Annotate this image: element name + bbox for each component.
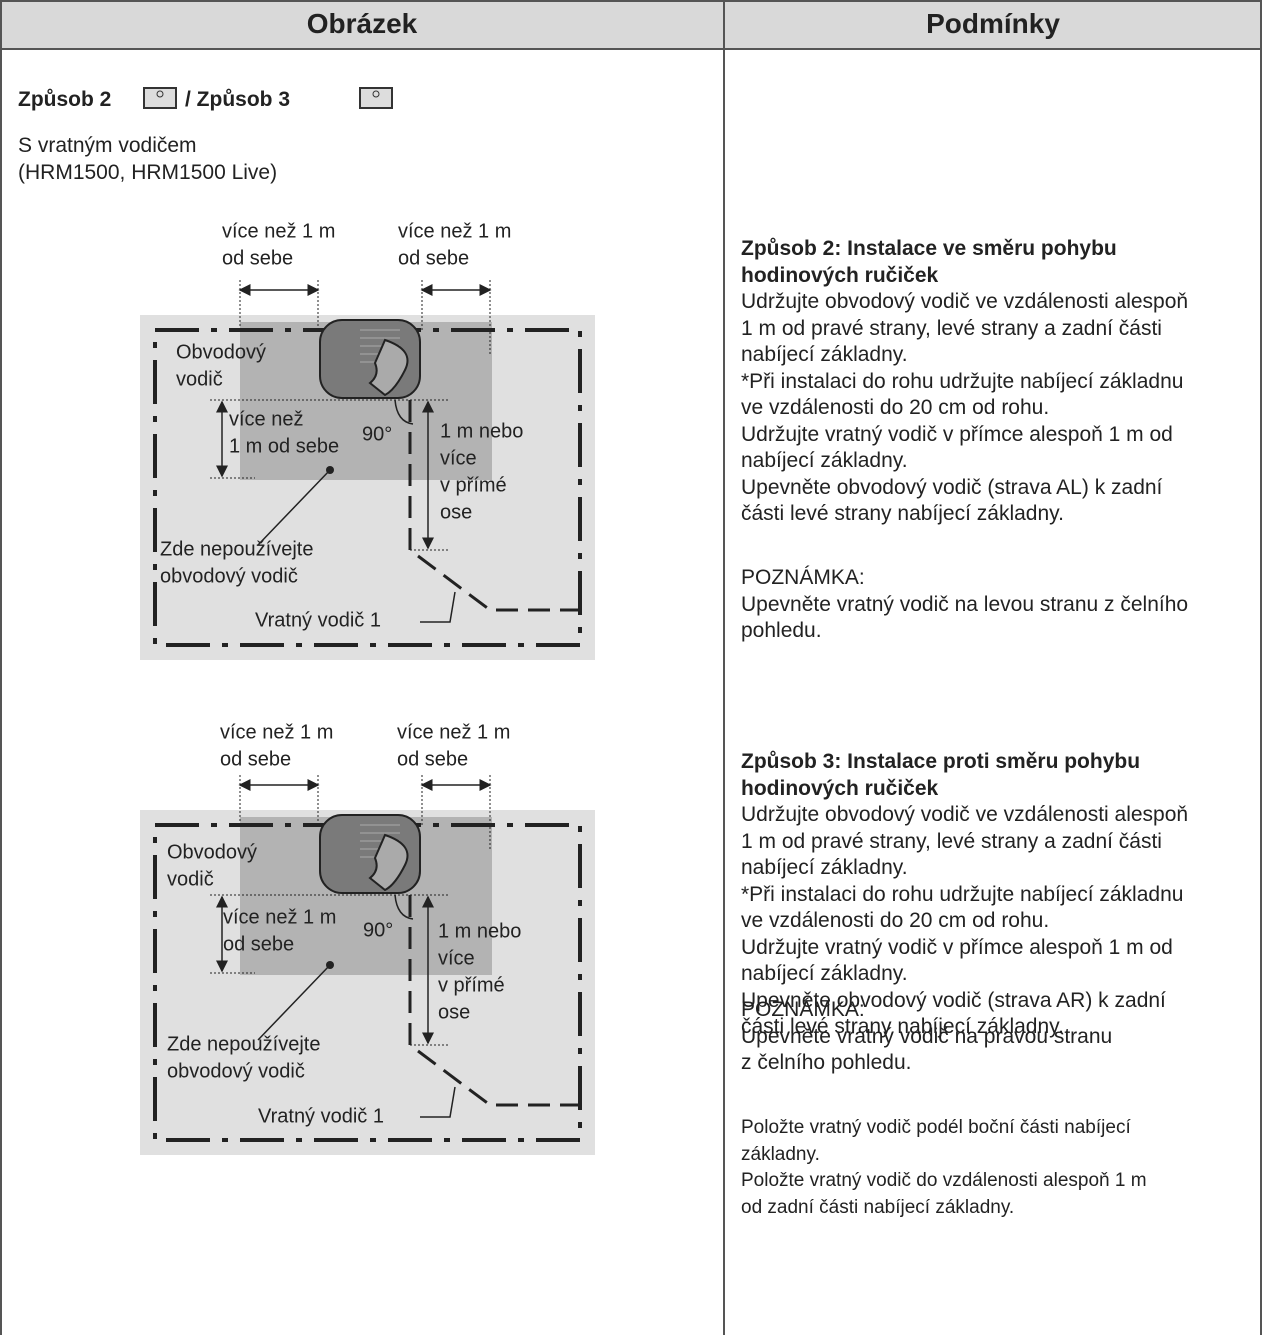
text-line: ve vzdálenosti do 20 cm od rohu. bbox=[741, 396, 1050, 419]
diagram-label: Vratný vodič 1 bbox=[258, 1105, 384, 1127]
text-line: pohledu. bbox=[741, 619, 822, 642]
text-line: ve vzdálenosti do 20 cm od rohu. bbox=[741, 909, 1050, 932]
diagram-label: více než 1 m bbox=[222, 220, 335, 242]
diagram-label: Zde nepoužívejte bbox=[167, 1033, 320, 1055]
text-line: Udržujte vratný vodič v přímce alespoň 1… bbox=[741, 422, 1173, 446]
text-line: *Při instalaci do rohu udržujte nabíjecí… bbox=[741, 369, 1184, 393]
text-line: Položte vratný vodič do vzdálenosti ales… bbox=[741, 1170, 1147, 1191]
text-line: Položte vratný vodič podél boční části n… bbox=[741, 1117, 1131, 1138]
text-line: (HRM1500, HRM1500 Live) bbox=[18, 160, 278, 184]
diagram-label: více než 1 m bbox=[397, 721, 510, 743]
text-line: / Způsob 3 bbox=[185, 88, 290, 111]
diagram-label: od sebe bbox=[222, 247, 293, 269]
text-line: 1 m od pravé strany, levé strany a zadní… bbox=[741, 829, 1162, 853]
text-line: Upevněte vratný vodič na levou stranu z … bbox=[741, 592, 1189, 616]
text-line: Upevněte vratný vodič na pravou stranu bbox=[741, 1024, 1113, 1048]
diagram-shapes bbox=[140, 280, 595, 660]
text-line: POZNÁMKA: bbox=[741, 998, 865, 1021]
text-line: hodinových ručiček bbox=[741, 776, 939, 800]
diagram-label: Vratný vodič 1 bbox=[255, 609, 381, 631]
text-line: z čelního pohledu. bbox=[741, 1051, 912, 1074]
text-line: nabíjecí základny. bbox=[741, 962, 908, 985]
text-line: Způsob 3: Instalace proti směru pohybu bbox=[741, 750, 1141, 773]
header-cell: Podmínky bbox=[724, 0, 1262, 50]
text-line: POZNÁMKA: bbox=[741, 566, 865, 589]
text-line: hodinových ručiček bbox=[741, 263, 939, 287]
text-line: *Při instalaci do rohu udržujte nabíjecí… bbox=[741, 882, 1184, 906]
diagram-label: 90° bbox=[362, 423, 392, 445]
text-line: S vratným vodičem bbox=[18, 134, 197, 157]
diagram-label: Obvodový bbox=[167, 841, 257, 863]
diagram-label: obvodový vodič bbox=[167, 1060, 305, 1082]
diagram-label: 1 m nebo bbox=[440, 420, 523, 442]
diagrams: více než 1 m od sebe více než 1 m od sebe Ob… bbox=[0, 87, 724, 1335]
diagram-shapes bbox=[140, 775, 595, 1155]
diagram-label: ose bbox=[438, 1001, 470, 1023]
diagram-label: více bbox=[438, 947, 475, 969]
diagram-label: od sebe bbox=[397, 748, 468, 770]
diagram-label: od sebe bbox=[220, 748, 291, 770]
diagram-label: více než 1 m bbox=[220, 721, 333, 743]
column-divider bbox=[723, 0, 725, 1335]
diagram-label: více než 1 m bbox=[398, 220, 511, 242]
text-line: Udržujte obvodový vodič ve vzdálenosti a… bbox=[741, 290, 1189, 313]
text-line: Způsob 2: Instalace ve směru pohybu bbox=[741, 237, 1117, 260]
header-text: Podmínky bbox=[926, 8, 1060, 39]
diagram-label: 1 m od sebe bbox=[229, 435, 339, 457]
diagram-label: více bbox=[440, 447, 477, 469]
diagram-label: Obvodový bbox=[176, 341, 266, 363]
text-line: 1 m od pravé strany, levé strany a zadní… bbox=[741, 316, 1162, 340]
header-text: Obrázek bbox=[306, 8, 418, 39]
diagram-label: od sebe bbox=[223, 933, 294, 955]
diagram-label: od sebe bbox=[398, 247, 469, 269]
text-line: části levé strany nabíjecí základny. bbox=[741, 502, 1064, 525]
text-line: Udržujte obvodový vodič ve vzdálenosti a… bbox=[741, 803, 1189, 826]
header-cell: Obrázek bbox=[0, 0, 724, 50]
text-line: Udržujte vratný vodič v přímce alespoň 1… bbox=[741, 935, 1173, 959]
diagram-label: více než bbox=[229, 408, 303, 430]
text-line: od zadní části nabíjecí základny. bbox=[741, 1196, 1015, 1218]
diagram-label: v přímé bbox=[438, 974, 505, 996]
heading-icon bbox=[143, 87, 177, 109]
diagram-label: obvodový vodič bbox=[160, 565, 298, 587]
text-line: části levé strany nabíjecí základny. bbox=[741, 1015, 1064, 1038]
text-line: Upevněte obvodový vodič (strava AR) k za… bbox=[741, 988, 1166, 1012]
diagram-label: vodič bbox=[176, 368, 223, 390]
text-line: základny. bbox=[741, 1143, 820, 1165]
text-line: Způsob 2 bbox=[18, 88, 112, 111]
heading-icon bbox=[359, 87, 393, 109]
diagram-label: Zde nepoužívejte bbox=[160, 538, 313, 560]
diagram-label: 90° bbox=[363, 919, 393, 941]
diagram-label: vodič bbox=[167, 868, 214, 890]
text-line: Upevněte obvodový vodič (strava AL) k za… bbox=[741, 475, 1163, 499]
diagram-label: 1 m nebo bbox=[438, 920, 521, 942]
text-line: nabíjecí základny. bbox=[741, 343, 908, 366]
diagram-label: více než 1 m bbox=[223, 906, 336, 928]
text-line: nabíjecí základny. bbox=[741, 856, 908, 879]
text-line: nabíjecí základny. bbox=[741, 449, 908, 472]
diagram-label: v přímé bbox=[440, 474, 507, 496]
diagram-label: ose bbox=[440, 501, 472, 523]
